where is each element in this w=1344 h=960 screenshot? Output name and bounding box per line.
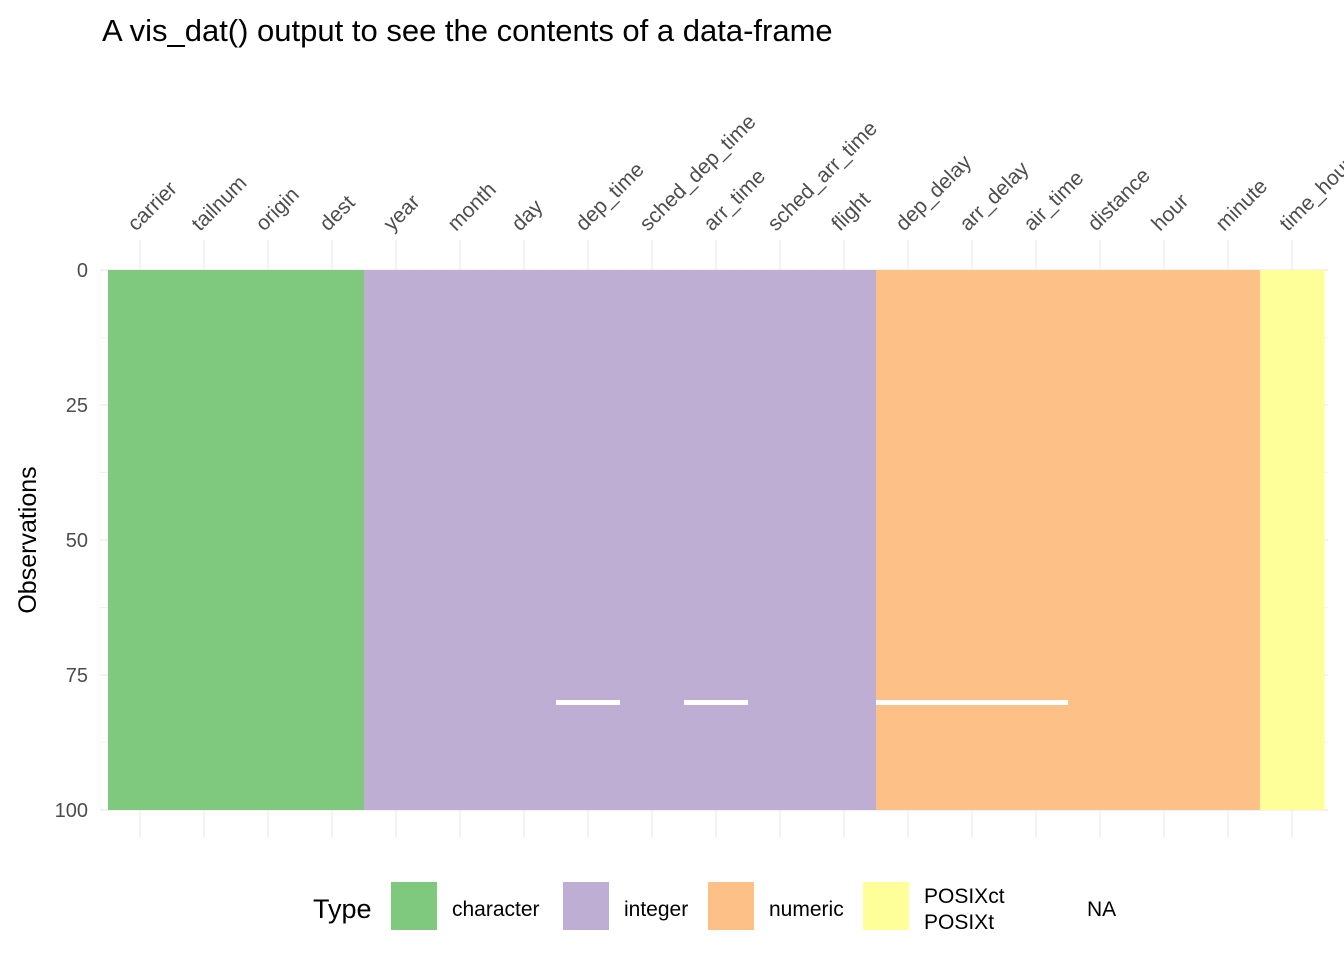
col-label-day: day xyxy=(507,195,548,236)
column-labels: carrier tailnum origin dest year month day dep_… xyxy=(123,110,1344,235)
y-tick-label: 75 xyxy=(66,665,88,687)
tile-dest xyxy=(300,270,365,810)
tile-origin xyxy=(236,270,301,810)
legend-key-0 xyxy=(391,882,437,930)
col-label-distance: distance xyxy=(1083,164,1155,236)
tile-air_time xyxy=(1004,270,1069,810)
col-label-sched_arr_time: sched_arr_time xyxy=(763,117,882,236)
y-tick-label: 0 xyxy=(77,260,88,282)
col-label-month: month xyxy=(443,178,501,236)
tile-sched_arr_time xyxy=(748,270,813,810)
legend-key-2 xyxy=(708,882,754,930)
na-mark-dep_time xyxy=(556,700,620,705)
na-mark-air_time xyxy=(1004,700,1068,705)
col-label-time_hour: time_hour xyxy=(1275,153,1344,235)
na-mark-dep_delay xyxy=(876,700,940,705)
y-axis-title: Observations xyxy=(14,466,42,613)
na-mark-arr_delay xyxy=(940,700,1004,705)
tile-minute xyxy=(1196,270,1261,810)
col-label-flight: flight xyxy=(827,188,875,236)
col-label-dep_time: dep_time xyxy=(571,158,648,235)
y-tick-labels: 0 25 50 75 100 xyxy=(55,260,88,822)
legend-key-1 xyxy=(563,882,609,930)
legend-label-3: POSIXt xyxy=(924,911,994,934)
tile-distance xyxy=(1068,270,1133,810)
legend-label-3: POSIXct xyxy=(924,885,1005,908)
tile-arr_delay xyxy=(940,270,1005,810)
tile-dep_delay xyxy=(876,270,941,810)
legend-title: Type xyxy=(313,894,372,924)
tile-dep_time xyxy=(556,270,621,810)
tile-hour xyxy=(1132,270,1197,810)
type-tiles xyxy=(108,270,1325,810)
missing-marks xyxy=(556,700,1068,705)
tile-flight xyxy=(812,270,877,810)
col-label-origin: origin xyxy=(251,183,304,236)
tile-year xyxy=(364,270,429,810)
tile-tailnum xyxy=(172,270,237,810)
tile-time_hour xyxy=(1260,270,1325,810)
col-label-sched_dep_time: sched_dep_time xyxy=(635,110,760,235)
col-label-carrier: carrier xyxy=(123,177,181,235)
legend-key-3 xyxy=(863,882,909,930)
chart-title: A vis_dat() output to see the contents o… xyxy=(102,13,833,48)
col-label-tailnum: tailnum xyxy=(187,171,251,235)
col-label-minute: minute xyxy=(1211,175,1272,236)
tile-day xyxy=(492,270,557,810)
legend-label-2: numeric xyxy=(769,898,844,921)
tile-carrier xyxy=(108,270,173,810)
col-label-dest: dest xyxy=(315,191,359,235)
legend: Type character integer numeric POSIXct POSIX… xyxy=(313,882,1116,934)
legend-label-0: character xyxy=(452,898,540,921)
legend-key-4 xyxy=(1010,882,1056,930)
col-label-hour: hour xyxy=(1147,190,1193,236)
legend-label-4: NA xyxy=(1087,898,1116,921)
tile-arr_time xyxy=(684,270,749,810)
na-mark-arr_time xyxy=(684,700,748,705)
y-tick-label: 25 xyxy=(66,395,88,417)
tile-month xyxy=(428,270,493,810)
col-label-year: year xyxy=(379,190,424,235)
legend-label-1: integer xyxy=(624,898,688,921)
y-tick-label: 50 xyxy=(66,530,88,552)
tile-sched_dep_time xyxy=(620,270,685,810)
y-tick-label: 100 xyxy=(55,800,88,822)
